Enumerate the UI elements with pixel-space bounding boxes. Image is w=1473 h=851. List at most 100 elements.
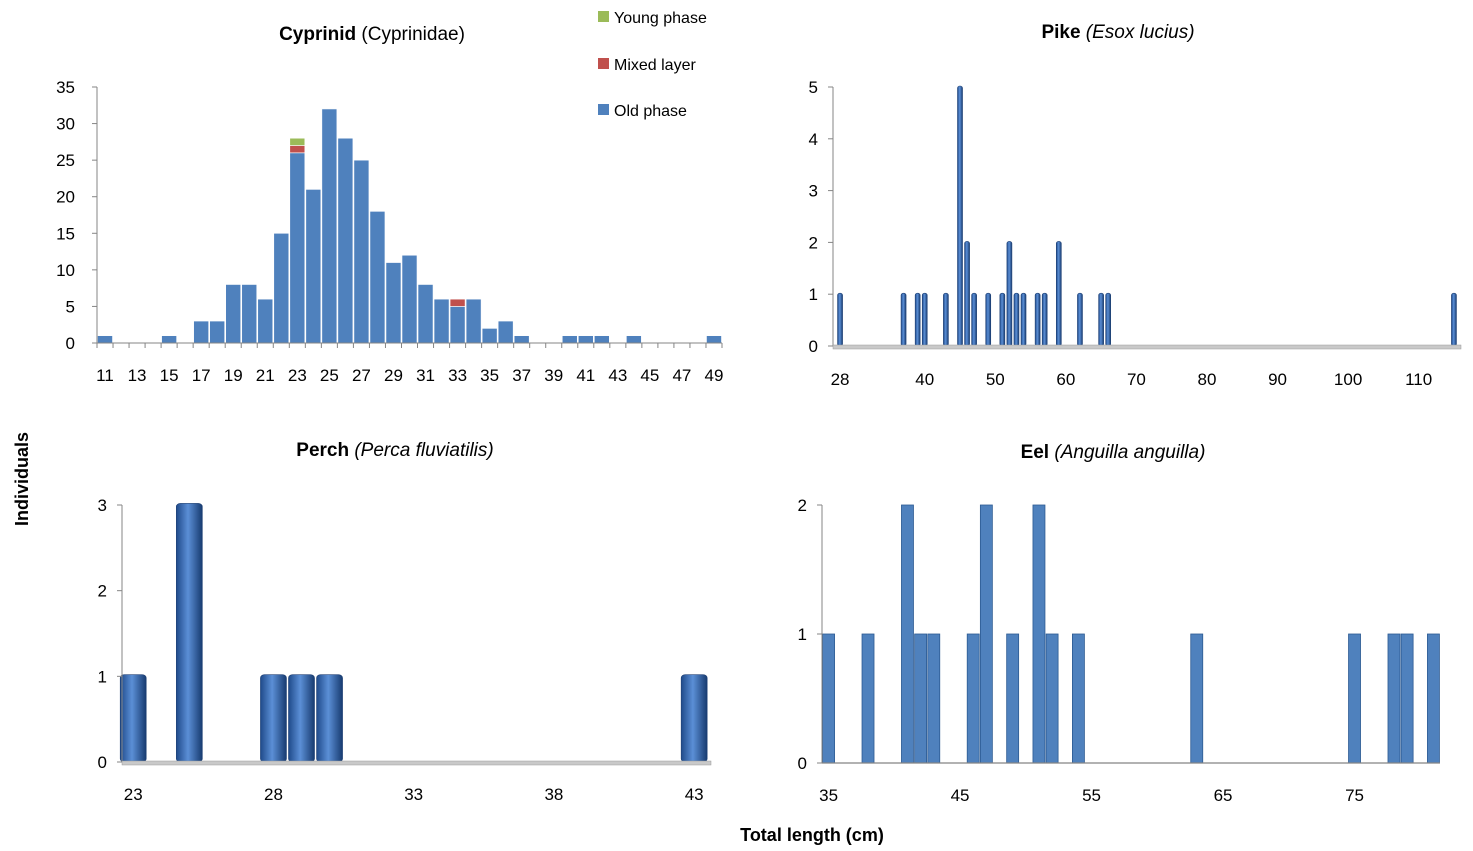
- x-tick-label: 43: [685, 785, 704, 804]
- bar: [680, 674, 708, 763]
- x-tick-label: 28: [831, 370, 850, 389]
- title-rest: (Anguilla anguilla): [1049, 442, 1205, 463]
- y-axis-title: Individuals: [12, 432, 32, 526]
- y-tick-label: 1: [98, 667, 107, 686]
- bar-old-phase: [241, 284, 258, 344]
- x-tick-label: 19: [224, 366, 243, 385]
- y-tick-label: 35: [56, 78, 75, 97]
- x-tick-label: 11: [96, 366, 114, 385]
- x-tick-label: 60: [1056, 370, 1075, 389]
- y-tick-label: 15: [56, 224, 75, 243]
- bar: [901, 504, 914, 764]
- bar-old-phase: [561, 335, 578, 344]
- bar: [964, 241, 970, 347]
- x-tick-label: 35: [819, 786, 838, 805]
- bar-old-phase: [97, 335, 113, 344]
- bar-old-phase: [497, 320, 514, 344]
- x-tick-label: 39: [544, 366, 563, 385]
- bar: [921, 292, 928, 347]
- x-tick-label: 110: [1405, 370, 1432, 389]
- title-rest: (Esox lucius): [1081, 22, 1195, 43]
- y-tick-label: 2: [809, 233, 818, 252]
- x-tick-label: 23: [288, 366, 307, 385]
- x-tick-label: 23: [124, 785, 143, 804]
- bar: [927, 633, 941, 764]
- bar: [971, 292, 977, 347]
- bar: [837, 292, 843, 347]
- bar: [176, 503, 203, 763]
- x-tick-label: 100: [1334, 370, 1362, 389]
- bar: [1451, 292, 1457, 347]
- chart-eel: Eel (Anguilla anguilla) 0 1 2 35 45 55 65 75: [798, 442, 1440, 805]
- bars: [837, 85, 1457, 347]
- x-tick-label: 70: [1127, 370, 1146, 389]
- bar: [900, 292, 907, 347]
- bar-old-phase: [225, 284, 242, 344]
- x-tick-label: 45: [951, 786, 970, 805]
- x-axis-floor: [832, 344, 1462, 350]
- bar: [1077, 292, 1083, 347]
- title-rest: (Perca fluviatilis): [349, 440, 494, 461]
- bar: [1006, 633, 1020, 764]
- bar-old-phase: [321, 108, 338, 344]
- legend-swatch-old: [598, 104, 609, 115]
- bar: [1072, 633, 1085, 764]
- bar-mixed-layer: [449, 298, 466, 307]
- bar: [288, 674, 315, 763]
- bar: [957, 85, 963, 347]
- bar-old-phase: [257, 298, 274, 344]
- legend-label-mixed: Mixed layer: [614, 57, 696, 74]
- bar-old-phase: [626, 335, 642, 344]
- bar-old-phase: [449, 306, 466, 344]
- y-tick-label: 25: [56, 151, 75, 170]
- x-tick-label: 28: [264, 785, 283, 804]
- bar: [943, 292, 949, 347]
- legend-swatch-young: [598, 11, 609, 22]
- bar-old-phase: [706, 335, 722, 344]
- title-bold: Perch: [296, 440, 349, 461]
- x-tick-label: 75: [1345, 786, 1364, 805]
- bar: [1348, 633, 1361, 764]
- bar: [1020, 292, 1027, 347]
- bar: [1190, 633, 1204, 764]
- x-axis-title: Total length (cm): [740, 825, 884, 845]
- y-tick-label: 1: [798, 625, 807, 644]
- bar: [822, 633, 835, 764]
- bar: [1055, 241, 1062, 347]
- x-tick-label: 40: [915, 370, 934, 389]
- chart-title: Pike (Esox lucius): [1041, 22, 1194, 43]
- title-bold: Eel: [1021, 442, 1050, 463]
- bars: [97, 108, 722, 344]
- x-tick-label: 43: [608, 366, 627, 385]
- x-tick-label: 41: [576, 366, 595, 385]
- bar-old-phase: [369, 211, 386, 344]
- bar-old-phase: [161, 335, 177, 344]
- x-tick-label: 50: [986, 370, 1005, 389]
- bar-old-phase: [401, 254, 418, 344]
- bar: [1387, 633, 1401, 764]
- bars: [822, 504, 1440, 764]
- bar: [1034, 292, 1041, 347]
- y-tick-label: 5: [66, 297, 75, 316]
- bar-old-phase: [353, 159, 370, 344]
- x-tick-label: 33: [448, 366, 467, 385]
- x-tick-label: 13: [128, 366, 147, 385]
- bar: [914, 633, 928, 764]
- bar: [914, 292, 921, 347]
- x-tick-label: 25: [320, 366, 339, 385]
- title-bold: Cyprinid: [279, 24, 356, 45]
- y-tick-label: 0: [98, 753, 107, 772]
- chart-pike: Pike (Esox lucius) 0 1 2 3 4 5 28 40 50 60 70 80 90…: [809, 22, 1462, 389]
- y-tick-label: 1: [809, 285, 818, 304]
- x-tick-label: 45: [640, 366, 659, 385]
- legend-label-old: Old phase: [614, 103, 687, 120]
- bar-old-phase: [305, 189, 322, 344]
- y-tick-label: 5: [809, 78, 818, 97]
- bar: [979, 504, 993, 764]
- x-tick-label: 49: [705, 366, 724, 385]
- bar: [1032, 504, 1046, 764]
- x-tick-label: 29: [384, 366, 403, 385]
- bar-young-phase: [289, 137, 306, 146]
- y-tick-label: 0: [809, 337, 818, 356]
